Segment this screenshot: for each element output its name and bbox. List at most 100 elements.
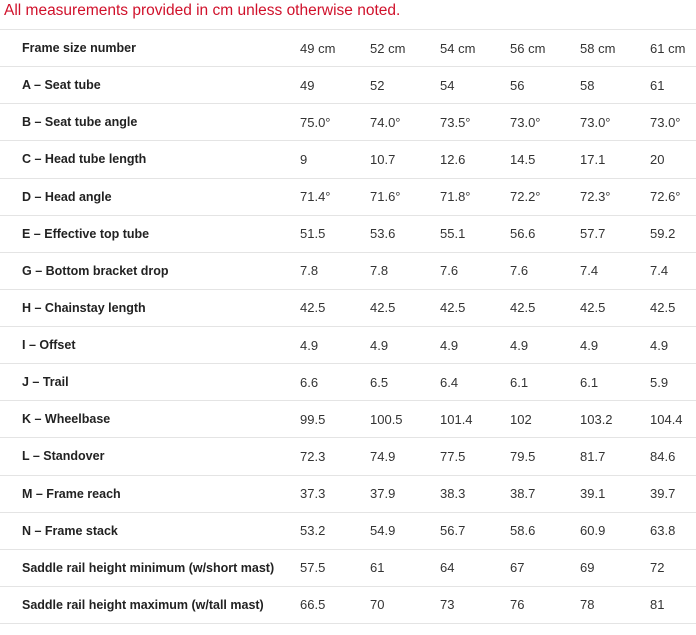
- value-cell: 63.8: [650, 512, 696, 550]
- value-cell: 101.4: [440, 400, 510, 439]
- value-cell: 6.4: [440, 363, 510, 402]
- value-cell: 7.6: [440, 252, 510, 290]
- frame-size-cell: 58 cm: [580, 28, 650, 68]
- table-row: N – Frame stack 53.2 54.9 56.7 58.6 60.9 63.8: [0, 512, 696, 550]
- value-cell: 37.3: [300, 475, 370, 513]
- value-cell: 76: [510, 586, 580, 625]
- value-cell: 58: [580, 66, 650, 105]
- measurement-note: All measurements provided in cm unless o…: [4, 2, 401, 19]
- table-row: C – Head tube length 9 10.7 12.6 14.5 17.1 20: [0, 140, 696, 179]
- value-cell: 38.7: [510, 475, 580, 513]
- value-cell: 10.7: [370, 140, 440, 179]
- value-cell: 4.9: [580, 326, 650, 365]
- value-cell: 42.5: [440, 289, 510, 328]
- value-cell: 52: [370, 66, 440, 105]
- row-label: H – Chainstay length: [0, 289, 300, 328]
- table-row: G – Bottom bracket drop 7.8 7.8 7.6 7.6 7.4 7.…: [0, 252, 696, 290]
- value-cell: 74.0°: [370, 103, 440, 142]
- frame-size-header: Frame size number: [0, 28, 300, 68]
- row-label: J – Trail: [0, 363, 300, 402]
- value-cell: 4.9: [650, 326, 696, 365]
- value-cell: 61: [370, 549, 440, 587]
- value-cell: 7.6: [510, 252, 580, 290]
- value-cell: 60.9: [580, 512, 650, 550]
- row-label: G – Bottom bracket drop: [0, 252, 300, 290]
- value-cell: 42.5: [650, 289, 696, 328]
- table-row: M – Frame reach 37.3 37.9 38.3 38.7 39.1 39.7: [0, 475, 696, 513]
- row-label: L – Standover: [0, 437, 300, 476]
- frame-size-cell: 49 cm: [300, 28, 370, 68]
- value-cell: 72.3: [300, 437, 370, 476]
- value-cell: 81.7: [580, 437, 650, 476]
- row-label: Saddle rail height maximum (w/tall mast): [0, 586, 300, 625]
- frame-size-cell: 54 cm: [440, 28, 510, 68]
- value-cell: 57.7: [580, 215, 650, 253]
- value-cell: 6.5: [370, 363, 440, 402]
- value-cell: 56.7: [440, 512, 510, 550]
- value-cell: 72: [650, 549, 696, 587]
- value-cell: 6.1: [510, 363, 580, 402]
- value-cell: 67: [510, 549, 580, 587]
- row-label: D – Head angle: [0, 178, 300, 216]
- value-cell: 7.8: [300, 252, 370, 290]
- value-cell: 84.6: [650, 437, 696, 476]
- value-cell: 7.8: [370, 252, 440, 290]
- value-cell: 103.2: [580, 400, 650, 439]
- row-label: I – Offset: [0, 326, 300, 365]
- value-cell: 42.5: [510, 289, 580, 328]
- value-cell: 75.0°: [300, 103, 370, 142]
- table-header-row: Frame size number 49 cm 52 cm 54 cm 56 cm 58 …: [0, 28, 696, 68]
- value-cell: 71.8°: [440, 178, 510, 216]
- value-cell: 5.9: [650, 363, 696, 402]
- value-cell: 17.1: [580, 140, 650, 179]
- value-cell: 14.5: [510, 140, 580, 179]
- row-label: E – Effective top tube: [0, 215, 300, 253]
- value-cell: 38.3: [440, 475, 510, 513]
- value-cell: 78: [580, 586, 650, 625]
- value-cell: 54: [440, 66, 510, 105]
- value-cell: 4.9: [300, 326, 370, 365]
- table-row: K – Wheelbase 99.5 100.5 101.4 102 103.2 104.4: [0, 400, 696, 439]
- row-label: B – Seat tube angle: [0, 103, 300, 142]
- geometry-table-body: Frame size number 49 cm 52 cm 54 cm 56 cm 58 …: [0, 28, 696, 625]
- value-cell: 100.5: [370, 400, 440, 439]
- value-cell: 99.5: [300, 400, 370, 439]
- value-cell: 42.5: [580, 289, 650, 328]
- value-cell: 69: [580, 549, 650, 587]
- value-cell: 53.2: [300, 512, 370, 550]
- value-cell: 4.9: [370, 326, 440, 365]
- table-row: L – Standover 72.3 74.9 77.5 79.5 81.7 84.6: [0, 437, 696, 476]
- value-cell: 73.0°: [650, 103, 696, 142]
- value-cell: 72.2°: [510, 178, 580, 216]
- geometry-table: Frame size number 49 cm 52 cm 54 cm 56 cm 58 …: [0, 28, 696, 625]
- value-cell: 7.4: [650, 252, 696, 290]
- value-cell: 39.1: [580, 475, 650, 513]
- value-cell: 72.6°: [650, 178, 696, 216]
- value-cell: 56.6: [510, 215, 580, 253]
- value-cell: 4.9: [440, 326, 510, 365]
- value-cell: 77.5: [440, 437, 510, 476]
- value-cell: 58.6: [510, 512, 580, 550]
- value-cell: 12.6: [440, 140, 510, 179]
- value-cell: 73.0°: [580, 103, 650, 142]
- table-row: H – Chainstay length 42.5 42.5 42.5 42.5 42.5…: [0, 289, 696, 328]
- row-label: Saddle rail height minimum (w/short mast…: [0, 549, 300, 587]
- value-cell: 49: [300, 66, 370, 105]
- value-cell: 53.6: [370, 215, 440, 253]
- frame-size-cell: 56 cm: [510, 28, 580, 68]
- value-cell: 66.5: [300, 586, 370, 625]
- value-cell: 79.5: [510, 437, 580, 476]
- frame-size-cell: 52 cm: [370, 28, 440, 68]
- value-cell: 6.1: [580, 363, 650, 402]
- value-cell: 73.5°: [440, 103, 510, 142]
- value-cell: 9: [300, 140, 370, 179]
- table-row: I – Offset 4.9 4.9 4.9 4.9 4.9 4.9: [0, 326, 696, 365]
- value-cell: 59.2: [650, 215, 696, 253]
- value-cell: 72.3°: [580, 178, 650, 216]
- value-cell: 20: [650, 140, 696, 179]
- value-cell: 61: [650, 66, 696, 105]
- value-cell: 71.4°: [300, 178, 370, 216]
- table-row: A – Seat tube 49 52 54 56 58 61: [0, 66, 696, 105]
- value-cell: 42.5: [300, 289, 370, 328]
- value-cell: 81: [650, 586, 696, 625]
